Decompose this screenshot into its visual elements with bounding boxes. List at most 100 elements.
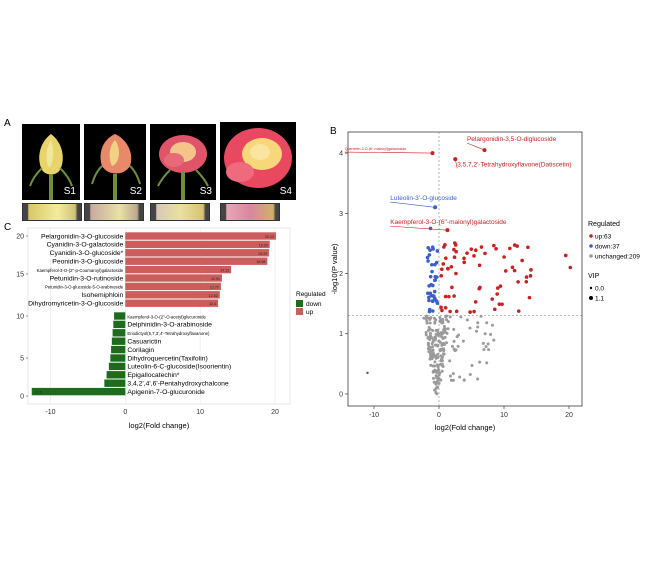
point-up bbox=[473, 300, 478, 304]
category-label: Corilagin bbox=[127, 347, 154, 354]
point-down bbox=[431, 309, 435, 313]
category-label: Delphinidin-3-O-arabinoside bbox=[127, 322, 212, 329]
point-down bbox=[435, 301, 440, 306]
y-tick-label: 4 bbox=[339, 151, 343, 158]
point-up bbox=[469, 247, 474, 251]
point-up bbox=[450, 285, 454, 290]
point-up bbox=[440, 308, 444, 313]
point-unchanged bbox=[424, 333, 428, 337]
legend-swatch bbox=[296, 308, 303, 315]
point-up bbox=[516, 280, 520, 284]
legend-entry: 1.1 bbox=[595, 296, 604, 303]
point-up bbox=[524, 275, 529, 279]
x-tick-label: 0 bbox=[437, 412, 441, 419]
point-unchanged bbox=[437, 377, 441, 381]
point-unchanged bbox=[431, 364, 435, 368]
legend-title: Regulated bbox=[296, 291, 326, 298]
point-unchanged bbox=[442, 327, 446, 331]
legend-entry: down bbox=[306, 301, 322, 308]
point-up bbox=[527, 295, 532, 300]
point-unchanged bbox=[428, 317, 432, 321]
point-unchanged bbox=[431, 345, 435, 349]
x-tick-label: 20 bbox=[565, 412, 573, 419]
point-unchanged bbox=[441, 365, 445, 369]
point-unchanged bbox=[476, 377, 480, 381]
legend-title-vip: VIP bbox=[588, 273, 600, 280]
point-up bbox=[483, 251, 487, 256]
legend-swatch bbox=[296, 300, 303, 307]
point-unchanged bbox=[445, 314, 449, 318]
point-up bbox=[563, 253, 568, 258]
annotation-leader bbox=[390, 201, 436, 208]
point-down bbox=[430, 269, 434, 274]
point-down bbox=[427, 253, 432, 257]
point-up bbox=[443, 306, 448, 310]
point-up bbox=[495, 292, 499, 296]
point-up bbox=[452, 294, 456, 298]
point-up bbox=[500, 302, 504, 307]
bar bbox=[111, 337, 126, 345]
point-unchanged bbox=[448, 374, 452, 378]
point-unchanged bbox=[486, 342, 490, 346]
annotation-label: Kaempferol-3-O-(6''-malonyl)galactoside bbox=[390, 219, 507, 226]
point-unchanged bbox=[437, 334, 441, 338]
point-up bbox=[454, 249, 458, 254]
point-down bbox=[428, 226, 433, 231]
bar-value-label: 18.98 bbox=[256, 260, 265, 264]
volcano-plot: -10 0 10 20 0 1 2 3 4 Pelargonidin-3,5-O-diglucos… bbox=[330, 131, 640, 432]
point-unchanged bbox=[436, 331, 440, 335]
point-unchanged bbox=[483, 332, 487, 336]
point-unchanged bbox=[485, 361, 489, 365]
point-up bbox=[479, 245, 484, 249]
pigment-swatch-s4 bbox=[220, 203, 280, 221]
point-unchanged bbox=[439, 335, 443, 339]
rose-bud-icon bbox=[91, 134, 141, 200]
point-up bbox=[468, 310, 472, 314]
point-unchanged bbox=[440, 359, 444, 363]
point-up bbox=[498, 284, 503, 288]
point-up bbox=[512, 243, 517, 247]
point-unchanged bbox=[428, 334, 432, 338]
category-label: Apigenin-7-O-glucuronide bbox=[127, 389, 205, 396]
bar-value-label: -12.5 bbox=[34, 391, 42, 395]
point-unchanged bbox=[443, 330, 447, 334]
point-up bbox=[473, 248, 478, 253]
pigment-swatch-s1 bbox=[22, 203, 82, 221]
bar-value-label: 19.19 bbox=[258, 252, 267, 256]
point-down bbox=[435, 249, 440, 253]
point-unchanged bbox=[468, 373, 472, 377]
point-unchanged bbox=[433, 360, 437, 364]
bar-value-label: 19.29 bbox=[259, 243, 268, 247]
point-unchanged bbox=[433, 321, 437, 325]
point-up bbox=[502, 255, 506, 259]
point-unchanged bbox=[436, 379, 440, 383]
point-unchanged bbox=[487, 348, 491, 352]
annotation-leader bbox=[344, 151, 433, 154]
point-unchanged bbox=[432, 380, 436, 384]
point-down bbox=[428, 248, 432, 252]
point-unchanged bbox=[446, 320, 450, 324]
category-label: Dihydroquercetin(Taxifolin) bbox=[127, 355, 207, 362]
point-unchanged bbox=[431, 351, 435, 355]
point-unchanged bbox=[424, 331, 428, 335]
point-unchanged bbox=[448, 359, 452, 363]
annotated-point bbox=[430, 151, 435, 156]
point-unchanged bbox=[431, 329, 435, 333]
point-unchanged bbox=[436, 356, 440, 360]
point-down bbox=[432, 289, 437, 294]
annotation-leader bbox=[390, 225, 448, 231]
x-tick-label: 0 bbox=[123, 409, 127, 416]
point-down bbox=[426, 259, 430, 263]
rose-photo-s3: S3 bbox=[150, 124, 216, 200]
point-unchanged bbox=[427, 336, 431, 340]
x-tick-label: 10 bbox=[500, 412, 508, 419]
y-axis-title: -log10(P value) bbox=[330, 243, 339, 294]
bar bbox=[125, 274, 222, 282]
bar bbox=[111, 345, 126, 354]
point-unchanged bbox=[440, 369, 444, 373]
point-unchanged bbox=[451, 372, 455, 376]
point-unchanged bbox=[428, 327, 432, 331]
point-unchanged bbox=[433, 343, 437, 347]
bar bbox=[125, 240, 270, 249]
y-tick-label: 2 bbox=[339, 271, 343, 278]
